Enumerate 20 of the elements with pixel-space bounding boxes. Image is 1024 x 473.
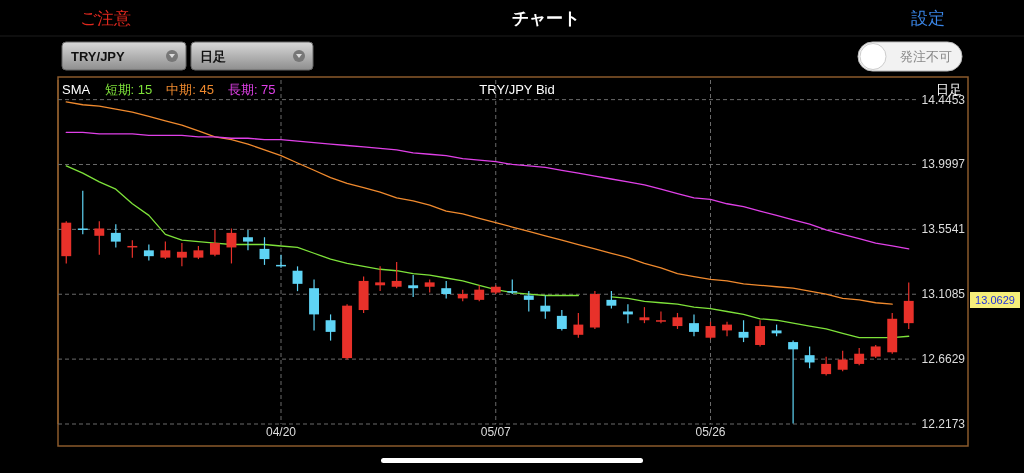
- chart-subtitle: TRY/JPY Bid: [479, 81, 555, 97]
- text: 日足: [200, 48, 226, 64]
- text: ご注意: [79, 8, 131, 28]
- x-tick-label: 04/20: [265, 425, 297, 439]
- text: 短期: 15: [104, 81, 153, 97]
- series-label: 中期: 45: [166, 81, 214, 97]
- y-tick-label: 12.6629: [921, 352, 966, 367]
- x-tick-label: 05/26: [695, 425, 726, 439]
- text: 長期: 75: [227, 81, 276, 97]
- text: 設定: [911, 8, 945, 28]
- y-tick-label: 13.5541: [921, 222, 966, 237]
- y-tick-label: 13.1085: [921, 287, 966, 302]
- y-tick-label: 13.9997: [921, 157, 966, 172]
- chart-title: チャート: [512, 8, 580, 28]
- legend-title: SMA: [62, 81, 91, 97]
- y-tick-label: 12.2173: [921, 417, 966, 431]
- text: TRY/JPY: [71, 48, 126, 64]
- text: 発注不可: [900, 49, 952, 64]
- text: 13.0629: [975, 294, 1015, 306]
- x-tick-label: 05/07: [480, 425, 512, 439]
